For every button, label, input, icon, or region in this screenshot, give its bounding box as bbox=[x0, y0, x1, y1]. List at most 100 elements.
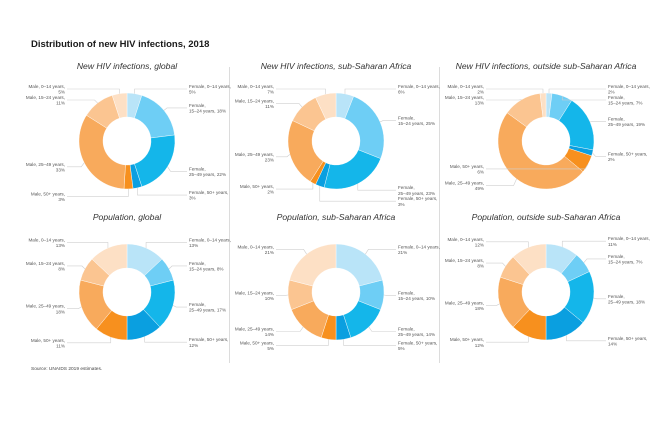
data-label-male-50-plus: Male, 50+ years, 5% bbox=[240, 340, 274, 351]
leader-line bbox=[145, 242, 187, 248]
leader-line bbox=[276, 339, 329, 346]
data-label-female-25-49: Female, 25–49 years, 18% bbox=[608, 294, 645, 305]
data-label-female-50-plus: Female, 50+ years, 3% bbox=[189, 190, 228, 201]
leader-line bbox=[548, 88, 606, 94]
data-label-male-25-49: Male, 25–49 years, 18% bbox=[445, 300, 484, 311]
leader-line bbox=[67, 188, 129, 197]
data-label-female-50-plus: Female, 50+ years, 14% bbox=[608, 336, 647, 347]
leader-line bbox=[67, 265, 86, 270]
data-label-female-25-49: Female, 25–49 years, 23% bbox=[398, 185, 435, 196]
leader-line bbox=[276, 154, 291, 158]
data-label-male-25-49: Male, 25–49 years, 49% bbox=[445, 181, 484, 192]
donut-chart: Female, 0–14 years, 2%Female, 15–24 years,… bbox=[445, 84, 650, 192]
leader-line bbox=[276, 249, 307, 255]
data-label-female-50-plus: Female, 50+ years, 12% bbox=[189, 337, 228, 348]
data-label-male-50-plus: Male, 50+ years, 3% bbox=[31, 191, 65, 202]
leader-line bbox=[134, 88, 187, 94]
data-label-female-15-24: Female, 15–24 years, 7% bbox=[608, 95, 642, 106]
chart-title: Population, sub-Saharan Africa bbox=[276, 212, 396, 222]
data-label-female-0-14: Female, 0–14 years, 6% bbox=[398, 84, 440, 95]
data-label-male-0-14: Male, 0–14 years, 2% bbox=[447, 84, 484, 95]
data-label-male-25-49: Male, 25–49 years, 18% bbox=[26, 304, 65, 315]
data-label-male-25-49: Male, 25–49 years, 23% bbox=[235, 152, 274, 163]
data-label-male-25-49: Male, 25–49 years, 33% bbox=[26, 162, 65, 173]
leader-line bbox=[67, 162, 85, 168]
source-note: Source: UNAIDS 2019 estimates. bbox=[31, 367, 103, 372]
donut-segment-male-0-14 bbox=[111, 92, 128, 119]
leader-line bbox=[357, 183, 396, 191]
leader-line bbox=[379, 120, 396, 123]
leader-line bbox=[593, 297, 606, 300]
data-label-male-0-14: Male, 0–14 years, 13% bbox=[28, 237, 65, 248]
leader-line bbox=[276, 103, 303, 108]
chart-panel-population-global: Population, global Female, 0–14 years, 13… bbox=[22, 212, 232, 362]
data-label-male-25-49: Male, 25–49 years, 14% bbox=[235, 326, 274, 337]
leader-line bbox=[344, 88, 396, 94]
leader-line bbox=[276, 88, 326, 95]
leader-line bbox=[592, 152, 606, 157]
leader-line bbox=[276, 326, 304, 332]
leader-line bbox=[276, 183, 314, 190]
leader-line bbox=[67, 306, 82, 309]
main-title: Distribution of new HIV infections, 2018 bbox=[31, 39, 210, 50]
data-label-male-15-24: Male, 15–24 years, 11% bbox=[26, 95, 65, 106]
donut-hole bbox=[103, 268, 151, 316]
donut-segment-male-25-49 bbox=[497, 112, 584, 190]
data-label-female-15-24: Female, 15–24 years, 8% bbox=[189, 261, 223, 272]
data-label-male-50-plus: Male, 50+ years, 12% bbox=[450, 337, 484, 348]
data-label-female-15-24: Female, 15–24 years, 10% bbox=[398, 290, 435, 301]
leader-line bbox=[486, 336, 529, 343]
data-label-female-50-plus: Female, 50+ years, 5% bbox=[398, 340, 437, 351]
data-label-female-0-14: Female, 0–14 years, 11% bbox=[608, 236, 650, 247]
leader-line bbox=[67, 99, 98, 104]
data-label-female-25-49: Female, 25–49 years, 14% bbox=[398, 326, 435, 337]
leader-line bbox=[566, 335, 606, 342]
donut-chart: Female, 0–14 years, 21% Female, 15–24 years… bbox=[235, 243, 440, 351]
leader-line bbox=[561, 95, 606, 101]
chart-panel-population-outside-ssa: Population, outside sub-Saharan Africa F… bbox=[441, 212, 651, 362]
donut-hole bbox=[522, 117, 570, 165]
leader-line bbox=[368, 326, 396, 332]
donut-hole bbox=[522, 268, 570, 316]
data-label-female-25-49: Female, 25–49 years, 22% bbox=[189, 166, 226, 177]
leader-line bbox=[486, 262, 506, 267]
leader-line bbox=[486, 88, 544, 94]
donut-chart: Female, 0–14 years, 13% Female, 15–24 years… bbox=[26, 237, 231, 348]
leader-line bbox=[172, 305, 187, 308]
data-label-male-50-plus: Male, 50+ years, 6% bbox=[450, 164, 484, 175]
chart-panel-new-infections-outside-ssa: New HIV infections, outside sub-Saharan … bbox=[441, 61, 651, 211]
donut-segment-male-0-14 bbox=[289, 243, 337, 287]
donut-segment-male-0-14 bbox=[539, 92, 547, 118]
leader-line bbox=[137, 187, 187, 196]
donut-hole bbox=[103, 117, 151, 165]
leader-line bbox=[343, 339, 396, 346]
chart-panel-new-infections-ssa: New HIV infections, sub-Saharan Africa F… bbox=[231, 61, 441, 211]
data-label-female-0-14: Female, 0–14 years, 13% bbox=[189, 237, 231, 248]
leader-line bbox=[144, 336, 187, 343]
leader-line bbox=[319, 186, 396, 202]
leader-line bbox=[168, 265, 187, 270]
data-label-male-15-24: Male, 15–24 years, 10% bbox=[235, 290, 274, 301]
data-label-female-15-24: Female, 15–24 years, 25% bbox=[398, 116, 435, 127]
column-divider bbox=[439, 67, 440, 363]
donut-chart: Female, 0–14 years, 5% Female, 15–24 years,… bbox=[26, 84, 231, 202]
leader-line bbox=[486, 303, 500, 306]
donut-chart: Female, 0–14 years, 6% Female, 15–24 years,… bbox=[235, 84, 440, 207]
leader-line bbox=[583, 258, 606, 263]
data-label-female-15-24: Female, 15–24 years, 7% bbox=[608, 254, 642, 265]
donut-segment-male-25-49 bbox=[78, 115, 126, 190]
leader-line bbox=[67, 242, 109, 248]
data-label-female-50-plus: Female, 50+ years, 3% bbox=[398, 196, 437, 207]
leader-line bbox=[365, 249, 396, 255]
leader-line bbox=[486, 241, 529, 248]
column-divider bbox=[229, 67, 230, 363]
leader-line bbox=[67, 88, 120, 94]
chart-title: New HIV infections, outside sub-Saharan … bbox=[455, 61, 637, 71]
data-label-male-0-14: Male, 0–14 years, 5% bbox=[28, 84, 65, 95]
data-label-male-15-24: Male, 15–24 years, 8% bbox=[445, 258, 484, 269]
chart-title: New HIV infections, global bbox=[76, 61, 178, 71]
leader-line bbox=[486, 163, 589, 170]
donut-hole bbox=[312, 117, 360, 165]
leader-line bbox=[67, 337, 112, 344]
chart-title: New HIV infections, sub-Saharan Africa bbox=[260, 61, 412, 71]
